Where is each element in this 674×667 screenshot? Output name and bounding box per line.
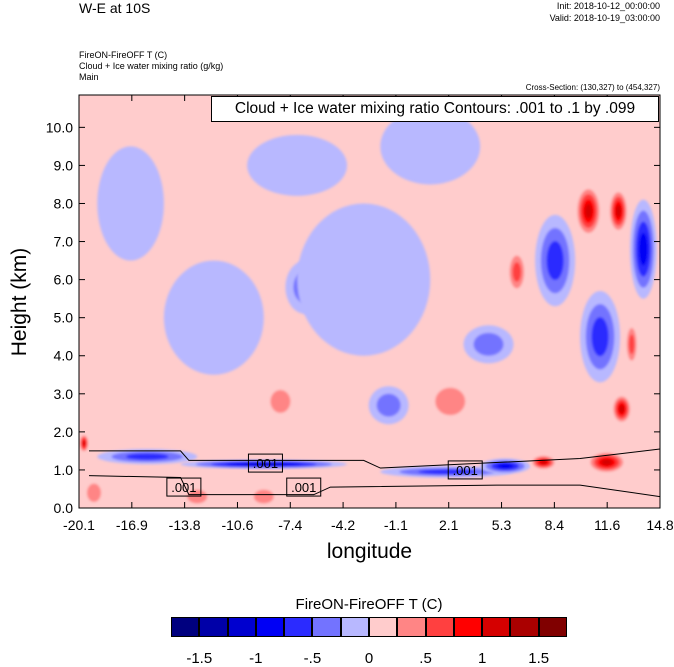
field-line-3: Main	[79, 72, 99, 82]
x-tick-label: 5.3	[492, 517, 512, 533]
init-time: Init: 2018-10-12_00:00:00	[556, 1, 660, 11]
colorbar-swatch	[425, 617, 454, 637]
field-anomaly	[263, 382, 298, 421]
field-line-2: Cloud + Ice water mixing ratio (g/kg)	[79, 61, 224, 71]
x-tick-label: -7.4	[278, 517, 302, 533]
field-anomaly	[380, 108, 481, 185]
contour-label: .001	[453, 463, 478, 478]
colorbar-tick-label: -.5	[303, 650, 322, 667]
contour-label-box	[447, 460, 483, 480]
contour-info-box: Cloud + Ice water mixing ratio Contours:…	[211, 96, 659, 122]
field-anomaly	[535, 214, 576, 307]
y-tick-label: 7.0	[54, 234, 74, 250]
x-tick-label: 11.6	[594, 517, 620, 533]
colorbar-swatch	[510, 617, 539, 637]
valid-time: Valid: 2018-10-19_03:00:00	[549, 13, 660, 23]
colorbar-tick-label: .5	[419, 650, 432, 667]
plot-frame	[78, 94, 661, 509]
colorbar-swatch	[284, 617, 313, 637]
colorbar-swatch	[482, 617, 511, 637]
colorbar-tick-label: -1.5	[186, 650, 213, 667]
x-tick-label: -16.9	[116, 517, 148, 533]
contour-label: .001	[253, 456, 278, 471]
cross-section-label: Cross-Section: (130,327) to (454,327)	[525, 83, 660, 92]
x-axis-label: longitude	[326, 540, 413, 563]
field-anomaly	[506, 249, 527, 295]
contour-label: .001	[291, 480, 316, 495]
y-tick-label: 10.0	[46, 119, 73, 135]
contour-label-box	[286, 477, 322, 497]
y-tick-label: 3.0	[54, 386, 74, 402]
field-anomaly	[530, 454, 557, 470]
x-tick-label: -20.1	[63, 517, 95, 533]
contour-line-001	[88, 448, 660, 498]
colorbar-swatch	[397, 617, 426, 637]
field-line-1: FireON-FireOFF T (C)	[79, 50, 168, 60]
field-anomaly	[97, 449, 198, 465]
colorbar-swatch	[199, 617, 228, 637]
x-tick-label: 8.4	[545, 517, 565, 533]
x-tick-label: -10.6	[221, 517, 253, 533]
colorbar-swatch	[340, 617, 369, 637]
x-tick-label: -13.8	[169, 517, 201, 533]
field-anomaly	[425, 378, 476, 425]
y-tick-label: 5.0	[54, 310, 74, 326]
colorbar-tick-label: 0	[364, 650, 374, 667]
field-anomaly	[368, 386, 409, 425]
colorbar-tick-label: 1.5	[528, 650, 550, 667]
field-anomaly	[163, 260, 264, 375]
colorbar-swatch	[171, 617, 200, 637]
axes: -20.1 -16.9 -13.8 -10.6 -7.4 -4.2 -1.1 2.1 5.3 8.…	[46, 95, 674, 533]
colorbar-swatch	[538, 617, 567, 637]
colorbar-swatch	[369, 617, 398, 637]
colorbar-swatch	[312, 617, 341, 637]
y-tick-label: 9.0	[54, 157, 74, 173]
cloud-contours: .001 .001 .001 .001	[88, 448, 660, 498]
field-anomaly	[97, 146, 164, 261]
field-anomaly	[247, 134, 348, 196]
field-anomaly	[180, 485, 214, 508]
field-anomaly	[630, 199, 657, 299]
field-anomaly	[82, 477, 106, 508]
field-anomaly	[463, 325, 514, 364]
field-anomaly	[611, 393, 632, 425]
field-anomaly	[586, 450, 627, 474]
field-anomaly	[625, 321, 639, 368]
colorbar-tick-label: 1	[477, 650, 487, 667]
x-tick-label: 2.1	[439, 517, 459, 533]
y-tick-label: 4.0	[54, 348, 74, 364]
y-tick-label: 8.0	[54, 195, 74, 211]
field-anomaly	[79, 433, 89, 453]
y-tick-label: 0.0	[54, 500, 74, 516]
y-axis-label: Height (km)	[8, 247, 31, 357]
field-anomaly	[247, 485, 281, 508]
field-anomaly	[380, 466, 514, 478]
field-anomaly	[580, 291, 621, 383]
x-tick-label: -4.2	[331, 517, 355, 533]
colorbar-swatch	[227, 617, 256, 637]
contour-label: .001	[171, 480, 196, 495]
temperature-difference-field	[79, 95, 660, 508]
contour-label-box	[247, 453, 283, 473]
colorbar-tick-label: -1	[249, 650, 263, 667]
y-tick-label: 2.0	[54, 424, 74, 440]
field-anomaly	[608, 188, 629, 234]
field-anomaly	[575, 184, 602, 238]
colorbar-title: FireON-FireOFF T (C)	[295, 596, 443, 613]
x-tick-label: -1.1	[384, 517, 408, 533]
y-tick-label: 1.0	[54, 462, 74, 478]
colorbar-swatch	[453, 617, 483, 637]
contour-label-box	[166, 477, 202, 497]
y-tick-label: 6.0	[54, 272, 74, 288]
field-anomaly	[297, 203, 431, 356]
colorbar-swatch	[255, 617, 285, 637]
x-tick-label: 14.8	[646, 517, 673, 533]
plot-title: W-E at 10S	[79, 0, 151, 16]
